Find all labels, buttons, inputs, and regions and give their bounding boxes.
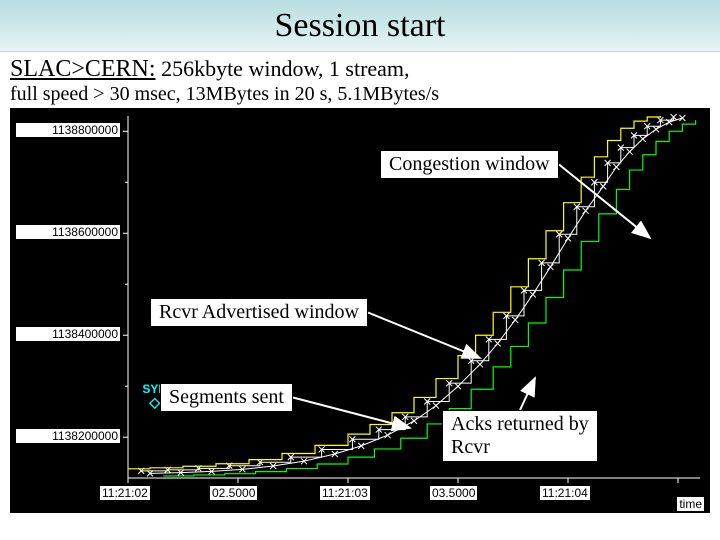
annotation-acks-returned: Acks returned byRcvr	[442, 410, 598, 462]
subtitle-prefix: SLAC>CERN:	[10, 56, 156, 82]
title-bar: Session start	[0, 0, 720, 52]
y-tick-label: 1138800000	[16, 123, 120, 137]
time-axis-label: time	[677, 497, 704, 511]
tcp-session-chart: 1138200000 1138400000 1138600000 1138800000…	[10, 108, 710, 513]
x-tick-label: 11:21:02	[100, 486, 150, 500]
annotation-segments-sent: Segments sent	[160, 383, 293, 412]
subtitle-line-1: SLAC>CERN: 256kbyte window, 1 stream,	[0, 52, 720, 83]
x-tick-label: 02.5000	[210, 486, 257, 500]
subtitle-line-2: full speed > 30 msec, 13MBytes in 20 s, …	[0, 83, 720, 108]
annotation-rcvr-advertised-window: Rcvr Advertised window	[150, 298, 368, 327]
x-tick-label: 03.5000	[430, 486, 477, 500]
page-title: Session start	[275, 7, 446, 45]
y-tick-label: 1138400000	[16, 327, 120, 341]
y-tick-label: 1138200000	[16, 429, 120, 443]
y-tick-label: 1138600000	[16, 225, 120, 239]
subtitle-rest: 256kbyte window, 1 stream,	[156, 56, 410, 81]
x-tick-label: 11:21:03	[320, 486, 370, 500]
x-tick-label: 11:21:04	[540, 486, 590, 500]
annotation-congestion-window: Congestion window	[380, 150, 559, 179]
diamond-icon: ◇	[149, 394, 160, 410]
